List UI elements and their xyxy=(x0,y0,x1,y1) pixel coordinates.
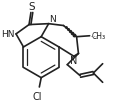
Text: N: N xyxy=(50,15,56,24)
Text: HN: HN xyxy=(1,30,14,39)
Text: Cl: Cl xyxy=(33,91,42,101)
Text: S: S xyxy=(28,2,35,12)
Text: CH₃: CH₃ xyxy=(92,32,106,41)
Text: N: N xyxy=(70,56,78,66)
Text: ····: ···· xyxy=(90,34,98,39)
